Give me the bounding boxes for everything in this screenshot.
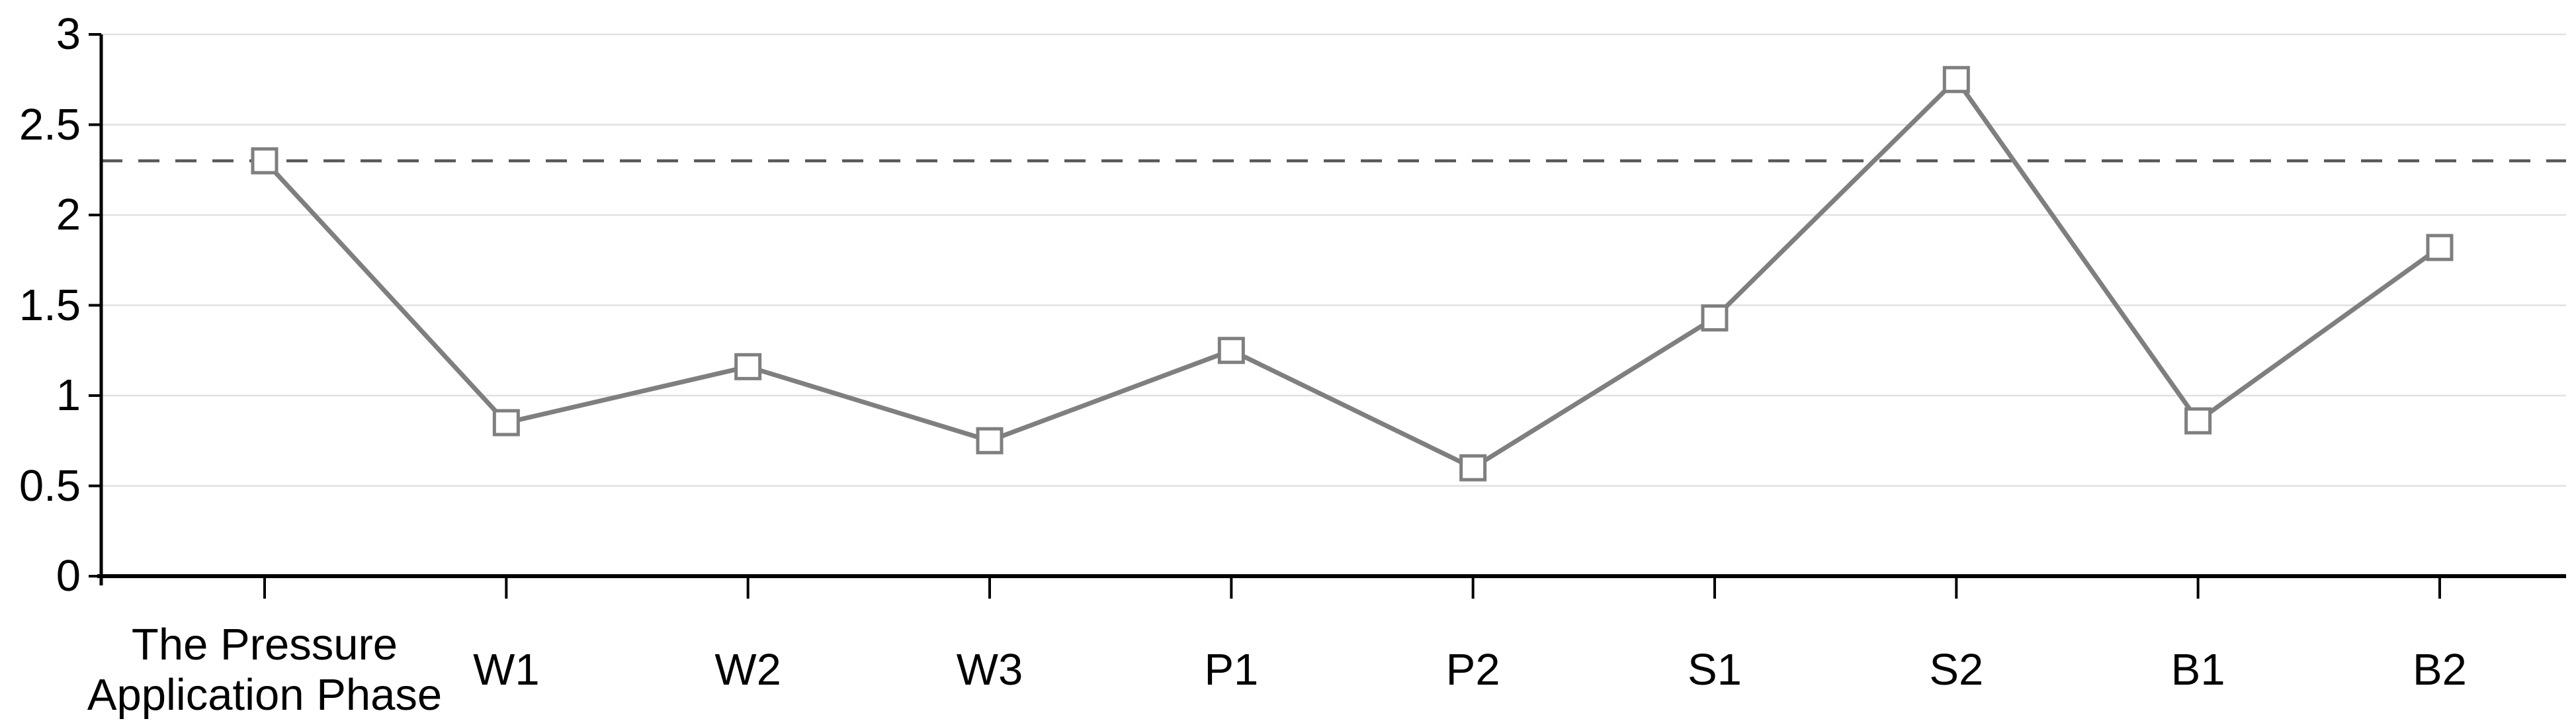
x-axis-category-label: S2 <box>1929 644 1984 695</box>
data-point-marker <box>1701 304 1729 332</box>
data-point-marker <box>1942 65 1970 93</box>
y-axis-tick-label: 1.5 <box>19 280 81 330</box>
x-axis-category-label: B2 <box>2412 644 2467 695</box>
y-axis-tick-label: 0.5 <box>19 460 81 511</box>
x-axis-category-label: S1 <box>1687 644 1742 695</box>
x-axis-category-label: W3 <box>956 644 1023 695</box>
y-axis-tick-label: 0 <box>56 551 81 601</box>
x-axis-category-label: P2 <box>1445 644 1500 695</box>
x-axis-category-label: W2 <box>714 644 781 695</box>
data-point-marker <box>251 147 279 175</box>
data-point-marker <box>2184 407 2212 435</box>
x-axis-category-label: The Pressure Application Phase <box>87 620 443 720</box>
data-point-marker <box>2426 234 2454 261</box>
data-point-marker <box>1459 454 1487 482</box>
y-axis-tick-label: 2.5 <box>19 99 81 149</box>
x-axis-category-label: B1 <box>2170 644 2225 695</box>
y-axis-tick-label: 3 <box>56 9 81 59</box>
data-point-marker <box>492 409 520 437</box>
data-point-marker <box>734 353 762 380</box>
data-point-marker <box>976 427 1004 454</box>
y-axis-tick-label: 1 <box>56 370 81 420</box>
series-line <box>263 77 2442 470</box>
x-axis-category-label: W1 <box>473 644 540 695</box>
x-axis-category-label: P1 <box>1204 644 1259 695</box>
y-axis-tick-label: 2 <box>56 190 81 239</box>
data-point-marker <box>1217 337 1245 364</box>
